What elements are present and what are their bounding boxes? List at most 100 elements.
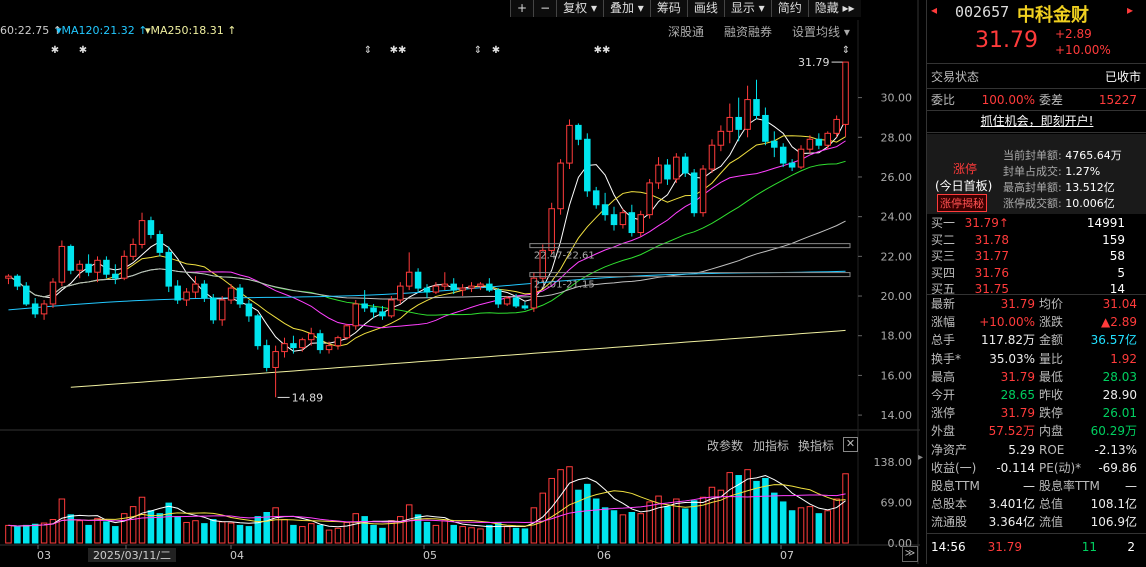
adjust-button[interactable]: 复权 ▾ (556, 0, 603, 17)
candle (334, 337, 342, 347)
limit-up-reveal-button[interactable]: 涨停揭秘 (937, 194, 987, 212)
ma120-legend: ▾MA120:21.32 ↑ (56, 24, 147, 37)
candle (147, 220, 155, 236)
x-axis-label: 04 (230, 549, 244, 562)
tick-row: 14:56 31.79 11 2 (927, 538, 1146, 556)
event-marker-icon[interactable]: ⇕ (842, 45, 850, 56)
chips-button[interactable]: 筹码 (649, 0, 687, 17)
order-price: 31.77 (974, 249, 1009, 263)
candle (673, 156, 680, 180)
add-indicator-link[interactable]: 加指标 (753, 439, 790, 453)
panel-collapse-icon[interactable]: ▸ (918, 452, 924, 463)
ma-settings-link[interactable]: 设置均线 ▾ (792, 25, 850, 39)
x-axis-label: 05 (423, 549, 437, 562)
event-marker-icon[interactable]: ✱✱ (390, 45, 407, 56)
event-marker-icon[interactable]: ✱ (492, 45, 500, 56)
candle (432, 285, 440, 293)
volume-bar (690, 500, 698, 544)
prev-stock-icon[interactable]: ◂ (931, 3, 938, 17)
volume-bar (263, 511, 270, 544)
switch-indicator-link[interactable]: 换指标 (798, 439, 835, 453)
volume-bar (601, 507, 609, 544)
event-marker-icon[interactable]: ✱✱ (594, 45, 611, 56)
event-marker-icon[interactable]: ✱ (51, 45, 59, 56)
event-marker-icon[interactable]: ⇕ (474, 45, 482, 56)
price-tick-label: 28.00 (881, 131, 913, 144)
chart-toolbar: + − 复权 ▾ 叠加 ▾ 筹码 画线 显示 ▾ 简约 隐藏 ▸▸ (510, 0, 861, 18)
summary-button[interactable]: 简约 (770, 0, 808, 17)
open-account-link[interactable]: 抓住机会，即刻开户! (980, 114, 1094, 128)
candle (352, 303, 360, 327)
volume-bar (806, 506, 814, 544)
hide-button[interactable]: 隐藏 ▸▸ (807, 0, 861, 17)
trade-status-label: 交易状态 (931, 70, 980, 84)
quote-value: — (1125, 479, 1137, 493)
close-indicator-icon[interactable]: ✕ (843, 437, 858, 452)
volume-bar (717, 489, 725, 544)
quote-value: 26.01 (1102, 406, 1137, 421)
quote-label: 昨收 (1039, 388, 1064, 402)
candle (343, 325, 351, 339)
zoom-in-button[interactable]: + (510, 0, 534, 17)
candle (103, 259, 110, 275)
scroll-right-icon[interactable]: ≫ (902, 546, 918, 562)
volume-ma-line (8, 484, 846, 527)
quote-label: 内盘 (1039, 424, 1064, 439)
quote-value: 108.1亿 (1090, 497, 1137, 512)
quote-label: 流通股 (931, 515, 968, 530)
edit-params-link[interactable]: 改参数 (707, 439, 744, 453)
candle (272, 351, 279, 368)
candle (486, 283, 493, 291)
candle (192, 283, 199, 293)
candle (628, 212, 636, 234)
tick-volume: 11 (1081, 540, 1097, 554)
candle (646, 182, 653, 216)
candle (370, 307, 377, 313)
quote-label: 净资产 (931, 442, 968, 457)
candle (325, 345, 333, 351)
kline-chart-area[interactable]: 30.00 28.00 26.00 24.00 22.00 20.00 18.00 16.00… (0, 0, 923, 564)
margin-trading-link[interactable]: 融资融券 (724, 25, 773, 39)
quote-label: 股息TTM (931, 479, 980, 493)
candle (397, 285, 404, 301)
draw-line-button[interactable]: 画线 (686, 0, 724, 17)
zoom-out-button[interactable]: − (533, 0, 557, 17)
candle (557, 162, 564, 210)
display-button[interactable]: 显示 ▾ (723, 0, 771, 17)
candle (263, 345, 270, 368)
commission-diff-value: 15227 (1098, 93, 1137, 107)
quote-row: 最高 31.79 最低 28.03 (927, 368, 1146, 386)
volume-bar (815, 513, 823, 544)
overlay-button[interactable]: 叠加 ▾ (602, 0, 650, 17)
order-book-row: 买四 31.76 5 (927, 264, 1146, 282)
event-marker-icon[interactable]: ✱ (79, 45, 87, 56)
candle (112, 273, 119, 279)
quote-value: -2.13% (1094, 442, 1137, 457)
candle (299, 339, 306, 349)
candle (824, 132, 831, 146)
volume-bar (23, 524, 30, 544)
candle (459, 287, 466, 291)
volume-bar (628, 511, 636, 544)
candle (477, 283, 484, 287)
event-marker-icon[interactable]: ⇕ (364, 45, 372, 56)
ma250-value: MA250:18.31 (150, 24, 224, 37)
candle (227, 287, 235, 301)
kline-chart[interactable]: 30.00 28.00 26.00 24.00 22.00 20.00 18.00 16.00… (0, 0, 920, 564)
hk-connect-link[interactable]: 深股通 (668, 25, 705, 39)
volume-bar (227, 522, 235, 544)
candle (619, 212, 627, 226)
candle (138, 220, 146, 245)
quote-label: 总股本 (931, 497, 968, 512)
volume-bar (503, 526, 511, 544)
next-stock-icon[interactable]: ▸ (1127, 3, 1134, 17)
volume-bar (833, 498, 840, 544)
limit-up-title: 涨停 (953, 162, 978, 176)
candle (156, 234, 164, 253)
candle (388, 299, 395, 317)
candle (655, 164, 662, 184)
volume-bar (58, 498, 66, 544)
volume-bar (797, 507, 805, 544)
high-marker-label: 31.79 (798, 56, 830, 69)
volume-bar (85, 524, 92, 544)
